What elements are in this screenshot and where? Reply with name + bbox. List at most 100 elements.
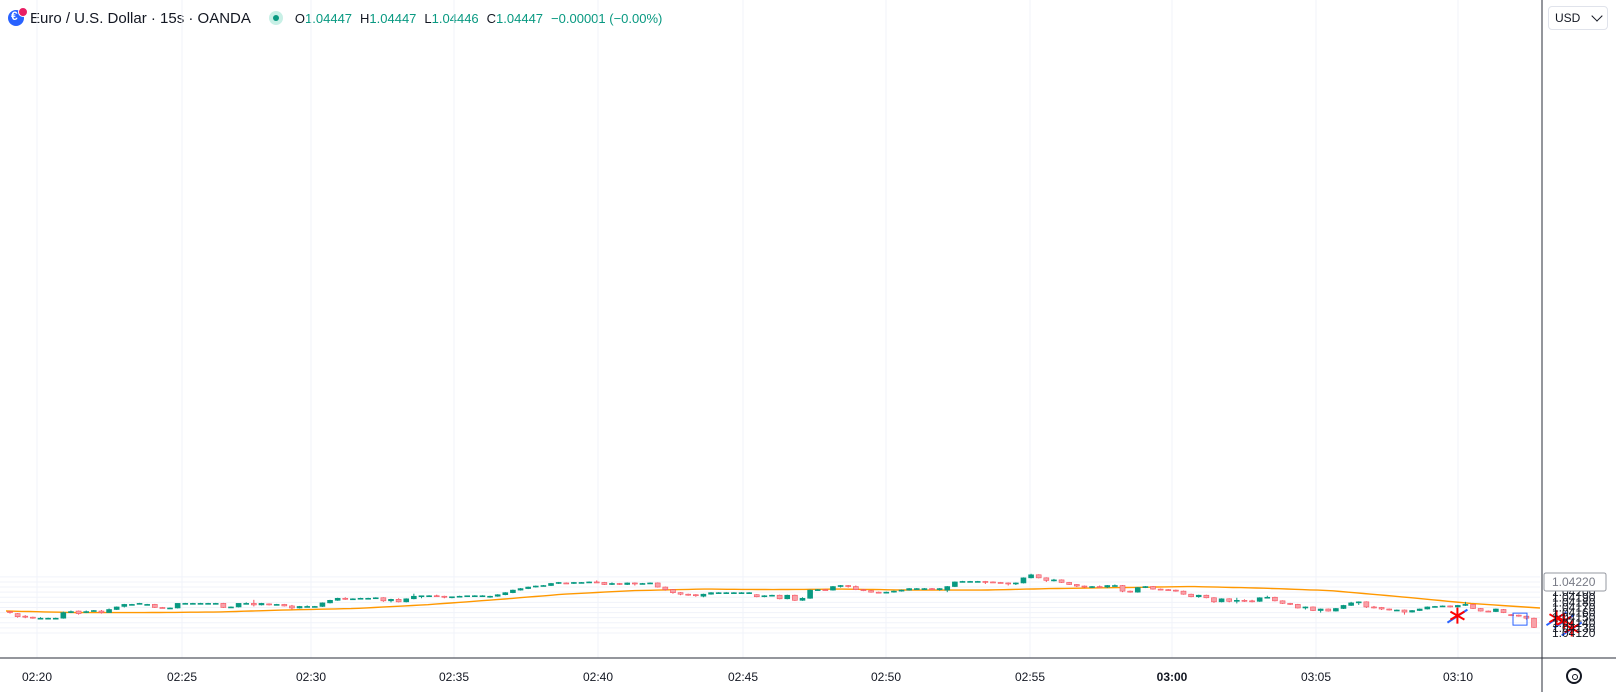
candle-body bbox=[1416, 608, 1423, 611]
candles-layer bbox=[7, 573, 1537, 628]
candle-body bbox=[395, 599, 402, 603]
candle bbox=[1005, 582, 1012, 586]
candle-body bbox=[1150, 586, 1156, 590]
candle-body bbox=[647, 582, 653, 585]
candle-body bbox=[1485, 610, 1492, 613]
candle bbox=[959, 580, 966, 583]
candle-body bbox=[776, 594, 783, 600]
candle bbox=[68, 610, 74, 614]
candle-body bbox=[1515, 614, 1522, 617]
candle-body bbox=[1371, 606, 1377, 609]
candle-body bbox=[7, 611, 13, 613]
candle bbox=[411, 593, 417, 600]
candle-body bbox=[616, 583, 623, 585]
candle bbox=[1051, 578, 1057, 582]
marker-star-stroke bbox=[1556, 615, 1572, 626]
candle bbox=[830, 586, 836, 591]
candle-body bbox=[510, 589, 516, 593]
candle bbox=[1279, 600, 1286, 604]
candle bbox=[1531, 617, 1537, 628]
candle-body bbox=[1363, 601, 1370, 608]
candle-body bbox=[1325, 608, 1332, 612]
currency-select[interactable]: USD bbox=[1548, 6, 1608, 30]
candle-body bbox=[159, 607, 166, 609]
candle-body bbox=[441, 595, 448, 598]
candle bbox=[243, 602, 250, 605]
candle bbox=[129, 603, 135, 606]
candle-body bbox=[502, 592, 509, 596]
gear-icon[interactable] bbox=[1566, 668, 1582, 684]
candle bbox=[632, 582, 638, 586]
candle-body bbox=[174, 603, 181, 609]
candle bbox=[1203, 594, 1210, 599]
current-price-label-box bbox=[1543, 572, 1607, 592]
candle-body bbox=[212, 603, 219, 605]
candle bbox=[433, 594, 440, 598]
candle bbox=[883, 591, 890, 594]
candle bbox=[235, 603, 242, 608]
candle-body bbox=[853, 586, 859, 590]
candle-body bbox=[700, 593, 707, 597]
candle-body bbox=[91, 610, 97, 612]
candle bbox=[1515, 614, 1522, 617]
candle-body bbox=[548, 583, 554, 586]
candle bbox=[220, 602, 227, 608]
candle-body bbox=[289, 605, 295, 609]
candle bbox=[601, 581, 608, 586]
candle-body bbox=[296, 606, 303, 609]
candle-body bbox=[380, 597, 387, 602]
candle bbox=[319, 602, 326, 607]
candle bbox=[311, 605, 318, 608]
candle-body bbox=[571, 582, 577, 584]
candle-body bbox=[258, 603, 265, 606]
candle-body bbox=[875, 591, 882, 594]
candle bbox=[1180, 590, 1187, 595]
candle bbox=[296, 605, 303, 609]
candle bbox=[388, 598, 394, 603]
candle-body bbox=[1058, 579, 1065, 583]
selection-box bbox=[1512, 612, 1528, 626]
candle-body bbox=[334, 597, 341, 601]
candle bbox=[1096, 585, 1103, 588]
candle bbox=[1325, 608, 1332, 612]
ohlc-open-label: O bbox=[294, 10, 306, 26]
candle bbox=[921, 588, 928, 590]
candle bbox=[1188, 593, 1194, 598]
candle-body bbox=[708, 592, 714, 595]
candle-body bbox=[388, 599, 394, 602]
candle-body bbox=[418, 595, 425, 598]
candle bbox=[571, 581, 577, 584]
candle-body bbox=[807, 589, 813, 599]
candle-body bbox=[167, 607, 173, 610]
candle bbox=[228, 606, 234, 609]
x-tick-label: 02:20 bbox=[22, 670, 52, 684]
candle bbox=[502, 592, 509, 596]
current-price-label: 1.04220 bbox=[1552, 575, 1596, 589]
candle-body bbox=[1333, 608, 1339, 612]
candle-body bbox=[1241, 600, 1248, 602]
candle-body bbox=[532, 585, 539, 588]
candle-body bbox=[692, 594, 699, 597]
candle-body bbox=[967, 581, 973, 583]
candle-body bbox=[106, 609, 112, 613]
candle-body bbox=[1294, 604, 1301, 609]
symbol-title[interactable]: Euro / U.S. Dollar · 15s · OANDA bbox=[30, 9, 251, 27]
candle bbox=[540, 585, 547, 587]
candle-body bbox=[30, 616, 36, 619]
candle bbox=[1249, 599, 1255, 603]
candle bbox=[1416, 608, 1423, 612]
candle bbox=[456, 595, 463, 598]
candle bbox=[1013, 582, 1019, 586]
candle-body bbox=[1134, 587, 1141, 593]
candle bbox=[814, 589, 821, 591]
candle bbox=[609, 582, 615, 586]
candle-body bbox=[1035, 574, 1042, 579]
market-status-icon[interactable] bbox=[268, 11, 283, 25]
candle bbox=[753, 594, 760, 598]
candle-body bbox=[632, 582, 638, 585]
x-tick-label: 03:00 bbox=[1157, 670, 1188, 684]
candle-body bbox=[197, 603, 204, 605]
moving-average-line bbox=[5, 585, 1541, 614]
candle-body bbox=[1028, 574, 1034, 579]
